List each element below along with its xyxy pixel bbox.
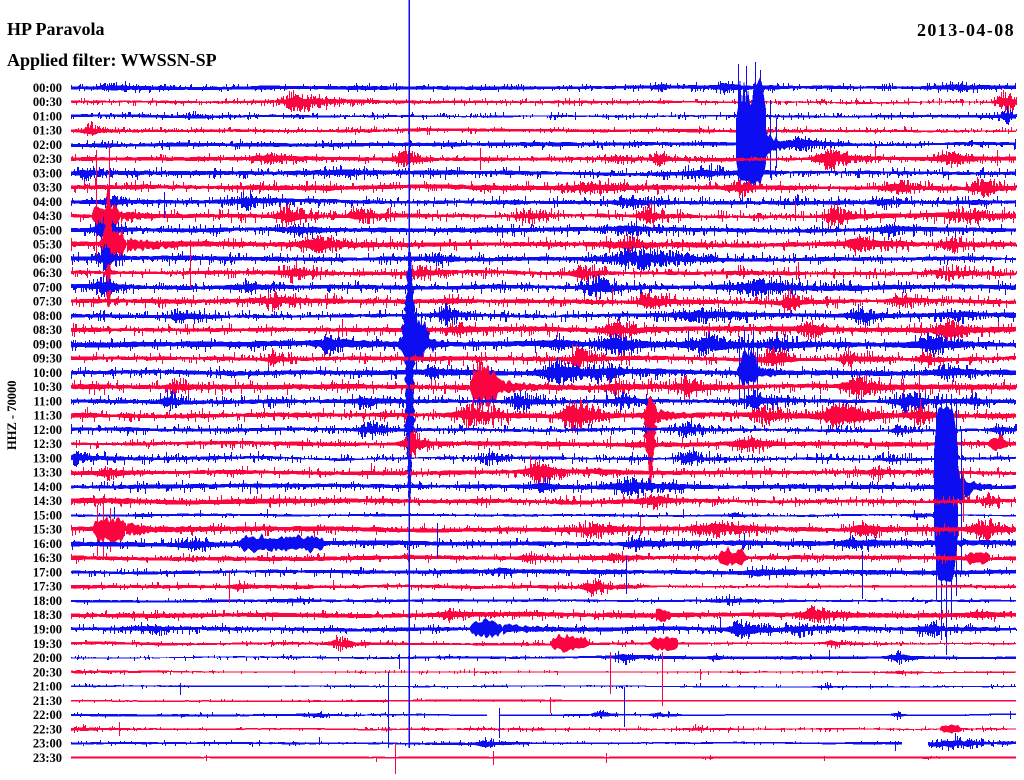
svg-text:13:00: 13:00 [33, 451, 62, 465]
svg-text:19:00: 19:00 [33, 623, 62, 637]
svg-text:21:00: 21:00 [33, 680, 62, 694]
svg-text:13:30: 13:30 [33, 466, 62, 480]
svg-text:17:00: 17:00 [33, 566, 62, 580]
svg-text:05:30: 05:30 [33, 238, 62, 252]
svg-text:15:00: 15:00 [33, 509, 62, 523]
svg-text:04:30: 04:30 [33, 209, 62, 223]
svg-text:05:00: 05:00 [33, 223, 62, 237]
svg-text:12:00: 12:00 [33, 423, 62, 437]
svg-text:00:30: 00:30 [33, 95, 62, 109]
svg-text:22:00: 22:00 [33, 708, 62, 722]
svg-text:23:30: 23:30 [33, 751, 62, 765]
svg-text:00:00: 00:00 [33, 81, 62, 95]
svg-text:14:00: 14:00 [33, 480, 62, 494]
svg-text:10:30: 10:30 [33, 380, 62, 394]
svg-text:09:00: 09:00 [33, 337, 62, 351]
svg-text:18:30: 18:30 [33, 608, 62, 622]
svg-text:HHZ - 70000: HHZ - 70000 [5, 381, 19, 450]
svg-text:22:30: 22:30 [33, 722, 62, 736]
svg-text:06:30: 06:30 [33, 266, 62, 280]
svg-text:01:00: 01:00 [33, 109, 62, 123]
svg-text:08:30: 08:30 [33, 323, 62, 337]
svg-text:02:00: 02:00 [33, 138, 62, 152]
svg-text:20:30: 20:30 [33, 665, 62, 679]
svg-text:11:30: 11:30 [34, 409, 62, 423]
svg-text:16:30: 16:30 [33, 551, 62, 565]
svg-text:04:00: 04:00 [33, 195, 62, 209]
svg-text:07:00: 07:00 [33, 280, 62, 294]
svg-text:23:00: 23:00 [33, 737, 62, 751]
svg-text:20:00: 20:00 [33, 651, 62, 665]
svg-text:08:00: 08:00 [33, 309, 62, 323]
svg-text:03:00: 03:00 [33, 166, 62, 180]
svg-text:03:30: 03:30 [33, 181, 62, 195]
svg-text:HP Paravola: HP Paravola [7, 19, 105, 39]
svg-text:07:30: 07:30 [33, 295, 62, 309]
svg-text:19:30: 19:30 [33, 637, 62, 651]
svg-text:17:30: 17:30 [33, 580, 62, 594]
svg-text:09:30: 09:30 [33, 352, 62, 366]
svg-text:18:00: 18:00 [33, 594, 62, 608]
svg-text:02:30: 02:30 [33, 152, 62, 166]
svg-text:11:00: 11:00 [34, 394, 62, 408]
svg-text:14:30: 14:30 [33, 494, 62, 508]
svg-text:16:00: 16:00 [33, 537, 62, 551]
svg-text:Applied filter: WWSSN-SP: Applied filter: WWSSN-SP [7, 50, 217, 70]
svg-text:2013-04-08: 2013-04-08 [917, 20, 1015, 40]
svg-text:01:30: 01:30 [33, 124, 62, 138]
svg-text:06:00: 06:00 [33, 252, 62, 266]
svg-text:10:00: 10:00 [33, 366, 62, 380]
svg-text:15:30: 15:30 [33, 523, 62, 537]
svg-text:12:30: 12:30 [33, 437, 62, 451]
svg-text:21:30: 21:30 [33, 694, 62, 708]
